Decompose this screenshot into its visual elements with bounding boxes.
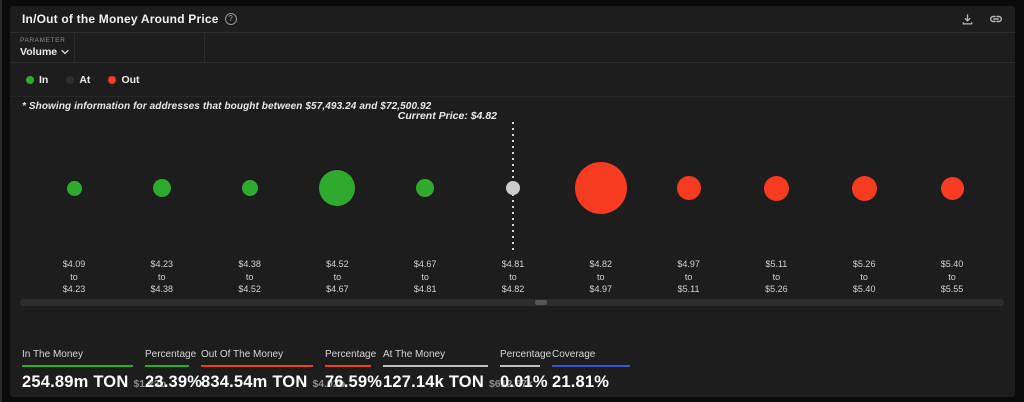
x-axis-range-label: $4.81 to $4.82 — [501, 259, 525, 294]
stat-label: In The Money — [22, 349, 133, 367]
stat-secondary-value: $4.02b — [312, 378, 346, 390]
in-dot-icon — [26, 75, 34, 84]
bubble-in[interactable] — [66, 180, 82, 196]
stat-label: Percentage — [325, 349, 376, 367]
stat-label: Coverage — [552, 349, 630, 367]
in-out-money-panel: In/Out of the Money Around Price ? PARAM… — [10, 6, 1015, 397]
bubble-chart: * Showing information for addresses that… — [10, 97, 1015, 345]
x-axis-range-label: $4.09 to $4.23 — [62, 259, 86, 294]
bubble-in[interactable] — [416, 179, 435, 197]
legend-item-at[interactable]: At — [66, 74, 90, 86]
bubble-in[interactable] — [241, 180, 258, 196]
stat-group: Percentage 76.59% — [325, 349, 383, 392]
stat-values: 254.89m TON $1.23b — [22, 373, 166, 392]
stat-values: 0.01% — [500, 373, 552, 392]
parameter-value: Volume — [20, 46, 74, 58]
stat-group: At The Money 127.14k TON $612.67k — [383, 349, 533, 392]
download-button[interactable] — [960, 12, 974, 26]
stat-value: 127.14k TON — [383, 373, 484, 391]
bubble-at[interactable] — [506, 181, 520, 195]
stat-group: In The Money 254.89m TON $1.23b — [22, 349, 166, 392]
out-dot-icon — [108, 75, 117, 84]
left-edge-strip — [0, 0, 2, 402]
bubble-in[interactable] — [152, 179, 171, 197]
x-axis-range-label: $4.67 to $4.81 — [413, 259, 437, 294]
stat-label: At The Money — [383, 349, 488, 367]
stat-group: Coverage 21.81% — [552, 349, 642, 392]
panel-title: In/Out of the Money Around Price — [22, 12, 219, 26]
x-axis-range-label: $4.38 to $4.52 — [238, 259, 261, 294]
chart-scrollbar-track[interactable] — [20, 299, 1004, 306]
parameter-row: PARAMETER Volume — [10, 33, 1015, 63]
stat-value: 21.81% — [552, 373, 610, 391]
bubble-out[interactable] — [851, 175, 877, 201]
stat-secondary-value: $1.23b — [133, 378, 167, 390]
panel-header: In/Out of the Money Around Price ? — [10, 6, 1015, 33]
stat-values: 23.39% — [145, 373, 203, 392]
stat-group: Percentage 23.39% — [145, 349, 203, 392]
header-actions — [960, 12, 1003, 26]
stat-values: 76.59% — [325, 373, 383, 392]
stat-label: Out Of The Money — [201, 349, 313, 367]
stat-value: 76.59% — [325, 373, 383, 391]
bubble-out[interactable] — [940, 176, 964, 200]
stat-values: 21.81% — [552, 373, 642, 392]
stat-value: 254.89m TON — [22, 373, 129, 391]
legend-item-in[interactable]: In — [26, 74, 48, 86]
stat-value: 0.01% — [500, 373, 548, 391]
chart-note: * Showing information for addresses that… — [22, 101, 432, 112]
stat-value: 834.54m TON — [201, 373, 308, 391]
legend-item-out[interactable]: Out — [108, 74, 140, 86]
stat-group: Out Of The Money 834.54m TON $4.02b — [201, 349, 345, 392]
chart-scrollbar-handle[interactable] — [535, 300, 547, 305]
stat-secondary-value: $612.67k — [488, 378, 533, 390]
at-dot-icon — [66, 75, 75, 84]
bubble-out[interactable] — [763, 175, 789, 201]
share-link-button[interactable] — [989, 12, 1003, 26]
stat-values: 834.54m TON $4.02b — [201, 373, 345, 392]
x-axis-range-label: $5.26 to $5.40 — [852, 259, 876, 294]
x-axis-range-label: $4.52 to $4.67 — [326, 259, 349, 294]
parameter-dropdown[interactable]: PARAMETER Volume — [10, 33, 75, 62]
legend: In At Out — [10, 63, 1015, 97]
stats-row: In The Money 254.89m TON $1.23b Percentage 2… — [10, 345, 1015, 397]
current-price-label: Current Price: $4.82 — [397, 110, 497, 122]
chevron-down-icon — [61, 49, 69, 55]
x-axis-range-label: $5.11 to $5.26 — [765, 259, 788, 294]
stat-values: 127.14k TON $612.67k — [383, 373, 533, 392]
bubble-out[interactable] — [676, 176, 701, 200]
stat-label: Percentage — [145, 349, 196, 367]
download-icon — [962, 13, 972, 25]
x-axis-range-label: $4.23 to $4.38 — [150, 259, 174, 294]
parameter-row-spacer — [75, 33, 205, 62]
parameter-label: PARAMETER — [20, 37, 66, 44]
bubble-in[interactable] — [319, 170, 356, 206]
link-icon — [990, 15, 1002, 23]
bubble-out[interactable] — [574, 162, 627, 214]
x-axis-range-label: $4.97 to $5.11 — [677, 259, 700, 294]
stat-group: Percentage 0.01% — [500, 349, 552, 392]
stat-label: Percentage — [500, 349, 551, 367]
x-axis-range-label: $5.40 to $5.55 — [940, 259, 964, 294]
help-icon[interactable]: ? — [224, 13, 237, 25]
stat-value: 23.39% — [145, 373, 203, 391]
x-axis-range-label: $4.82 to $4.97 — [589, 259, 613, 294]
